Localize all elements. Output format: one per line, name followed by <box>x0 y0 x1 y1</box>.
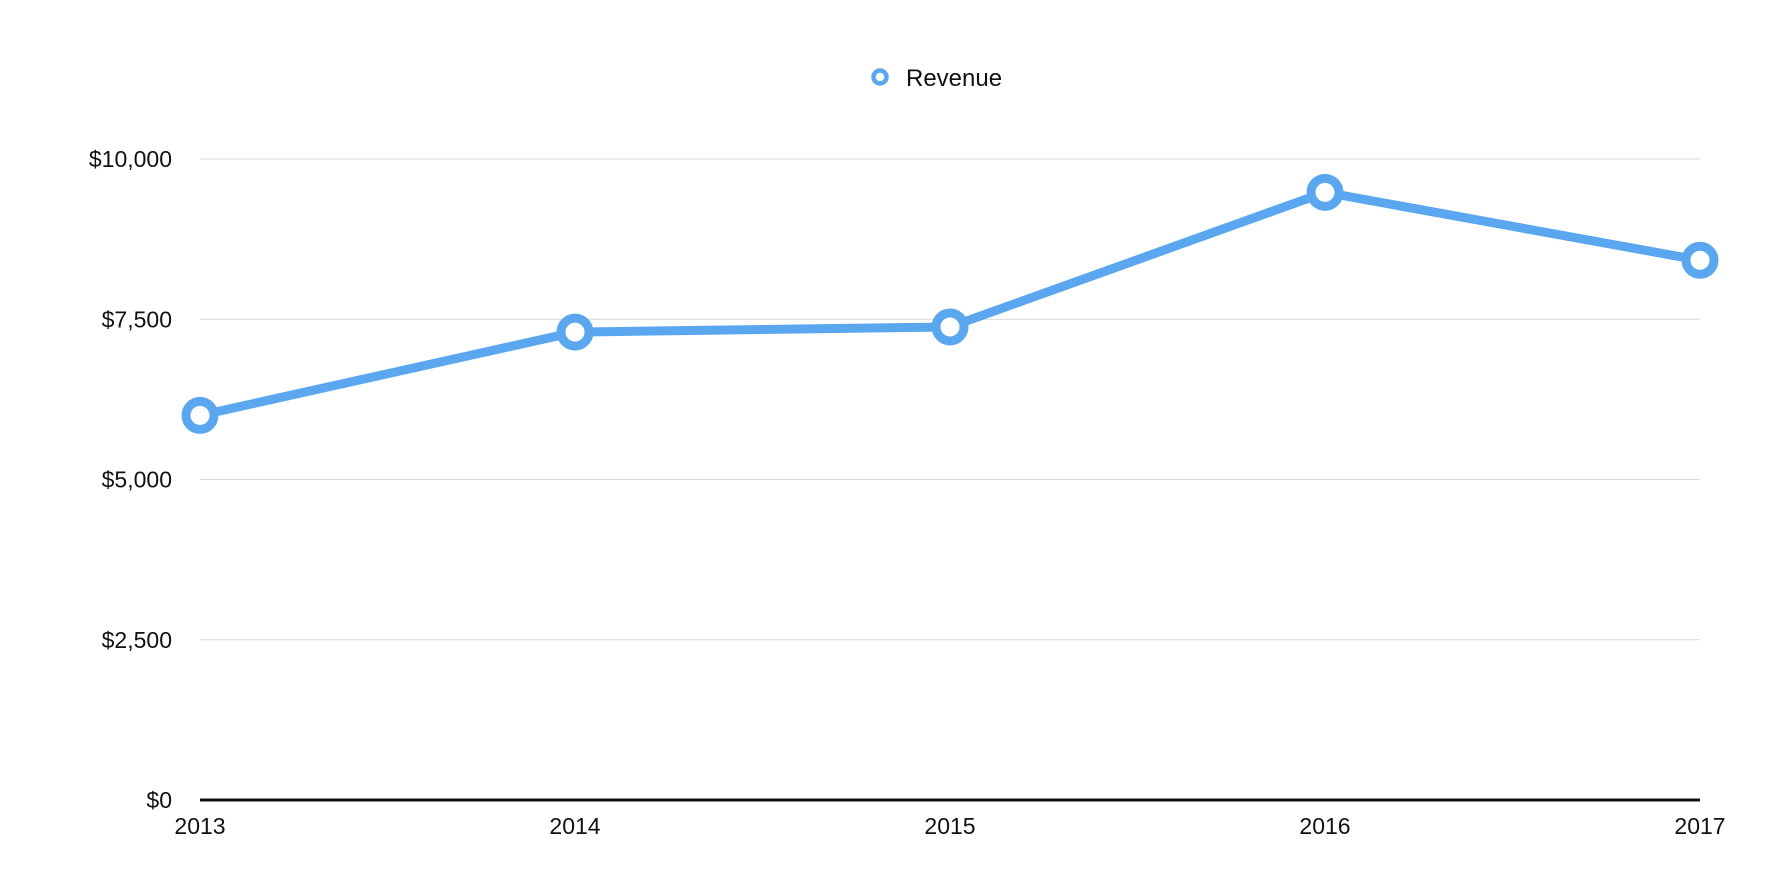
x-tick-label: 2015 <box>924 813 975 839</box>
x-tick-label: 2013 <box>174 813 225 839</box>
data-point-marker <box>181 396 219 434</box>
y-tick-label: $10,000 <box>89 146 172 172</box>
data-point-marker <box>931 308 969 346</box>
data-point-marker <box>556 313 594 351</box>
data-point-marker <box>1681 241 1719 279</box>
y-tick-label: $5,000 <box>102 467 172 493</box>
series-line-revenue <box>195 187 1705 420</box>
y-tick-label: $2,500 <box>102 627 172 653</box>
legend-label: Revenue <box>906 65 1002 92</box>
y-tick-label: $7,500 <box>102 306 172 332</box>
x-tick-label: 2017 <box>1674 813 1725 839</box>
y-tick-label: $0 <box>146 787 172 813</box>
data-point-marker <box>1306 173 1344 211</box>
axes: $0 $2,500 $5,000 $7,500 $10,000 2013 2014 2015 2… <box>89 146 1726 839</box>
gridlines <box>200 158 1700 641</box>
series-layer <box>181 173 1719 434</box>
x-tick-label: 2014 <box>549 813 600 839</box>
x-tick-label: 2016 <box>1299 813 1350 839</box>
legend-marker-icon <box>871 68 889 86</box>
legend: Revenue <box>871 65 1002 92</box>
